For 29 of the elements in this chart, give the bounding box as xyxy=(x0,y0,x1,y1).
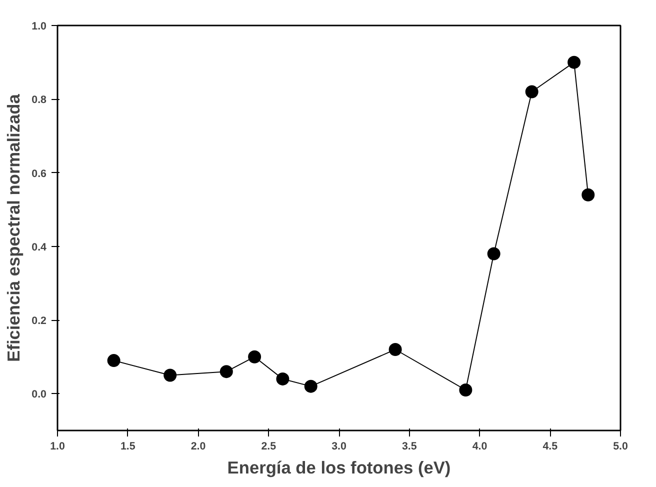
x-tick-label: 1.0 xyxy=(50,440,65,452)
x-tick-label: 5.0 xyxy=(613,440,628,452)
y-tick-label: 0.8 xyxy=(32,94,47,106)
y-tick-label: 0.4 xyxy=(32,241,47,254)
x-tick-label: 4.0 xyxy=(472,440,488,452)
y-tick-label: 0.6 xyxy=(32,168,47,180)
y-tick-label: 0.0 xyxy=(32,388,47,401)
x-tick-label: 3.0 xyxy=(332,440,346,452)
point xyxy=(459,384,472,396)
y-tick-label: 0.2 xyxy=(32,315,47,328)
point xyxy=(248,350,262,364)
point xyxy=(525,85,538,98)
x-tick-label: 3.5 xyxy=(402,440,417,452)
point xyxy=(487,247,500,260)
point xyxy=(568,56,581,69)
point xyxy=(107,354,120,368)
point xyxy=(388,343,402,356)
x-tick-label: 2.5 xyxy=(261,440,276,452)
point xyxy=(164,368,177,382)
x-axis-title: Energía de los fotones (eV) xyxy=(227,458,451,478)
x-tick-label: 4.5 xyxy=(542,440,558,452)
point xyxy=(304,380,318,393)
y-axis-title: Eficiencia espectral normalizada xyxy=(4,94,24,362)
x-tick-label: 2.0 xyxy=(190,440,206,452)
x-tick-label: 1.5 xyxy=(120,440,136,452)
y-tick-label: 1.0 xyxy=(32,20,47,32)
point xyxy=(276,372,290,386)
point xyxy=(582,188,595,202)
point xyxy=(220,365,233,378)
